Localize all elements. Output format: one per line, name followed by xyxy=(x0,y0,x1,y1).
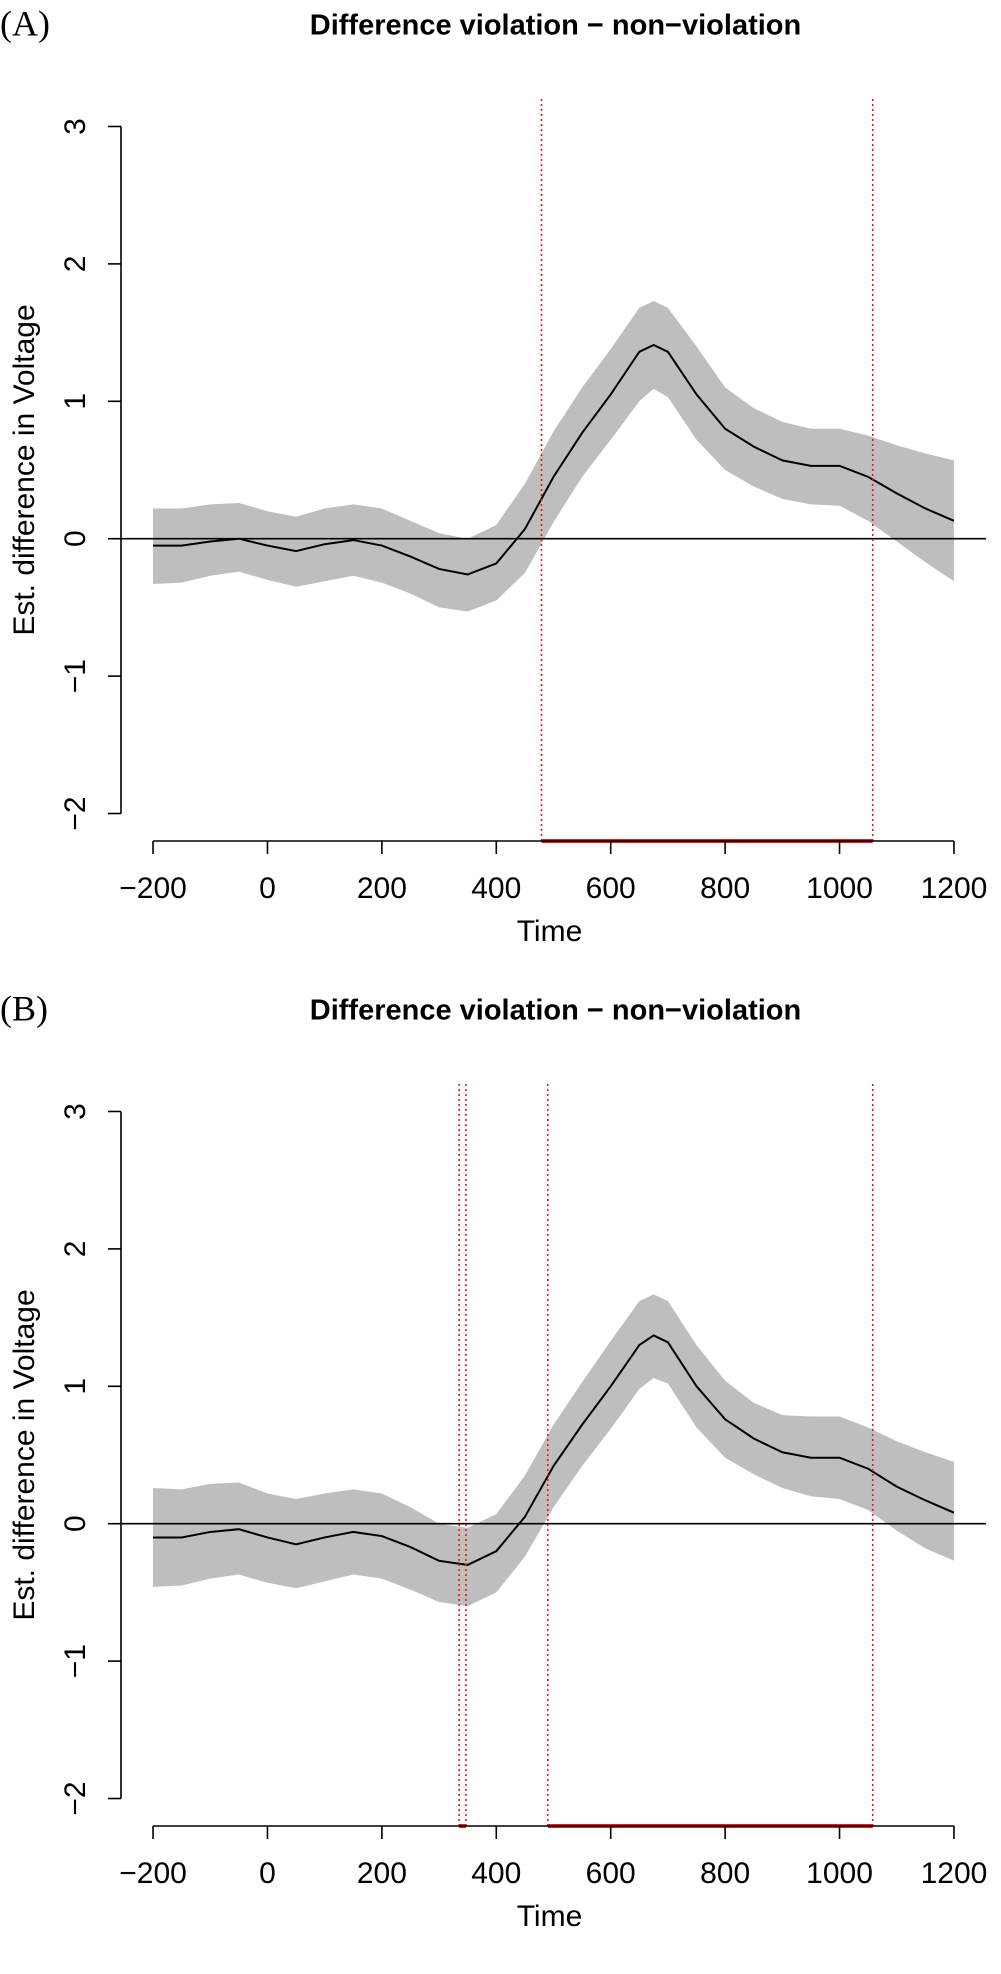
y-tick-label: 2 xyxy=(59,1241,92,1258)
x-tick-label: 0 xyxy=(259,1857,276,1890)
x-tick-label: 1200 xyxy=(921,1857,988,1890)
y-tick-label: −1 xyxy=(59,1644,92,1678)
fit-line xyxy=(153,1334,955,1566)
x-tick-label: 800 xyxy=(700,1857,750,1890)
y-tick-label: 2 xyxy=(59,256,92,273)
x-tick-label: 1000 xyxy=(806,1857,873,1890)
chart-title: Difference violation − non−violation xyxy=(310,995,801,1027)
x-tick-label: 0 xyxy=(259,872,276,905)
fit-line xyxy=(153,343,955,576)
y-axis-label: Est. difference in Voltage xyxy=(8,1289,41,1620)
y-tick-label: 0 xyxy=(59,1515,92,1532)
y-tick-label: 3 xyxy=(59,118,92,135)
x-tick-label: 200 xyxy=(357,872,407,905)
panel-label: (B) xyxy=(0,988,48,1028)
y-axis-label: Est. difference in Voltage xyxy=(8,304,41,635)
x-axis-label: Time xyxy=(517,915,583,948)
x-tick-label: 1200 xyxy=(921,872,988,905)
x-tick-label: 200 xyxy=(357,1857,407,1890)
x-tick-label: 400 xyxy=(471,1857,521,1890)
x-tick-label: 800 xyxy=(700,872,750,905)
x-tick-label: 1000 xyxy=(806,872,873,905)
x-axis-label: Time xyxy=(517,1900,583,1933)
y-tick-label: 1 xyxy=(59,1378,92,1395)
y-tick-label: −1 xyxy=(59,659,92,693)
x-tick-label: 600 xyxy=(586,872,636,905)
x-tick-label: 600 xyxy=(586,1857,636,1890)
y-tick-label: 3 xyxy=(59,1103,92,1120)
y-tick-label: 0 xyxy=(59,530,92,547)
y-tick-label: −2 xyxy=(59,796,92,830)
confidence-band xyxy=(153,300,954,612)
x-tick-label: −200 xyxy=(119,872,187,905)
confidence-band xyxy=(153,1294,954,1607)
x-tick-label: 400 xyxy=(471,872,521,905)
y-tick-label: 1 xyxy=(59,393,92,410)
chart-title: Difference violation − non−violation xyxy=(310,10,801,42)
x-tick-label: −200 xyxy=(119,1857,187,1890)
panel-label: (A) xyxy=(0,3,50,43)
y-tick-label: −2 xyxy=(59,1781,92,1815)
